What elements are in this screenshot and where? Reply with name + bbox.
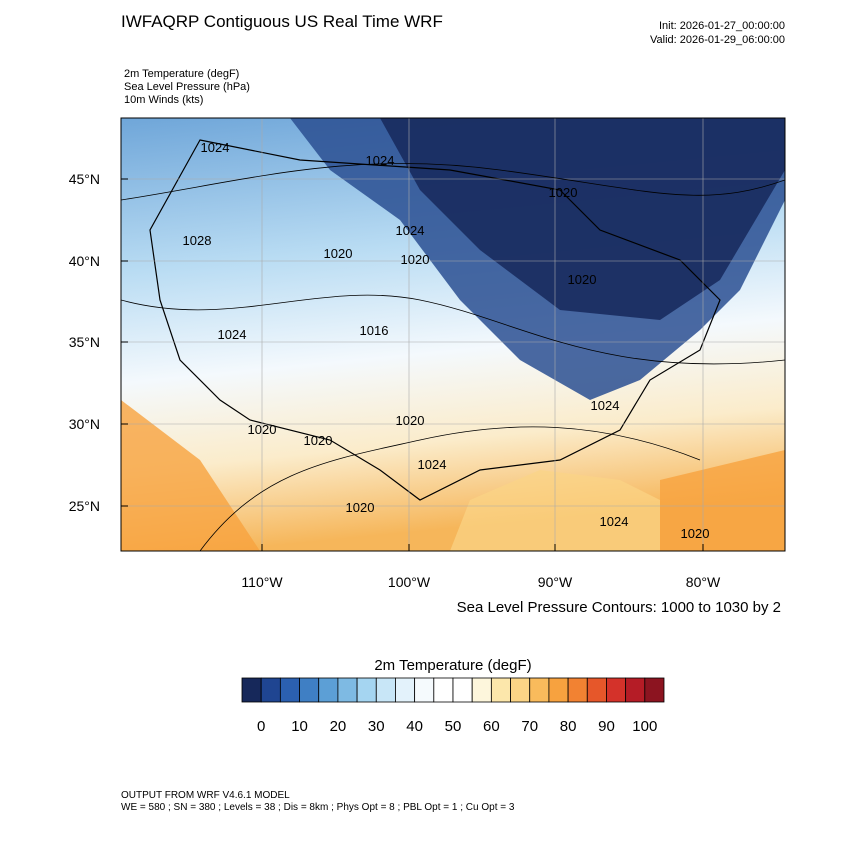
footer-line: OUTPUT FROM WRF V4.6.1 MODEL — [121, 790, 290, 801]
graticule — [121, 118, 785, 551]
map: 1024 1024 1020 1024 1028 1020 1020 1016 1024 1020… — [121, 118, 785, 551]
pressure-contours — [121, 163, 785, 551]
lat-label: 45°N — [69, 171, 100, 187]
colorbar-swatch — [548, 677, 569, 703]
field-list: 2m Temperature (degF)Sea Level Pressure … — [124, 68, 250, 106]
colorbar-swatch — [471, 677, 492, 703]
contour-label: 1020 — [681, 526, 710, 541]
title: IWFAQRP Contiguous US Real Time WRF — [121, 12, 443, 31]
lat-label: 25°N — [69, 498, 100, 514]
colorbar-swatch — [318, 677, 339, 703]
contour-label: 1020 — [401, 252, 430, 267]
contour-label: 1020 — [248, 422, 277, 437]
footer-line: WE = 580 ; SN = 380 ; Levels = 38 ; Dis … — [121, 802, 515, 813]
map-axes: 45°N 40°N 35°N 30°N 25°N 110°W 100°W 90°W 80°W — [69, 171, 721, 590]
lat-label: 35°N — [69, 334, 100, 350]
colorbar-swatch — [375, 677, 396, 703]
coastline — [149, 139, 721, 501]
colorbar-tick-label: 20 — [330, 718, 347, 735]
lon-label: 80°W — [686, 574, 721, 590]
contour-label: 1020 — [346, 500, 375, 515]
colorbar-swatch — [279, 677, 300, 703]
field-label: Sea Level Pressure (hPa) — [124, 81, 250, 93]
colorbar-tick-label: 60 — [483, 718, 500, 735]
lon-label: 100°W — [388, 574, 431, 590]
contour-label: 1016 — [360, 323, 389, 338]
init-time: Init: 2026-01-27_00:00:00 — [659, 20, 785, 32]
map-frame — [120, 117, 786, 552]
lon-label: 110°W — [241, 574, 283, 590]
colorbar-swatch — [452, 677, 473, 703]
contour-label: 1020 — [396, 413, 425, 428]
colorbar-swatch — [260, 677, 281, 703]
warm-region — [121, 400, 260, 551]
colorbar-tick-label: 40 — [406, 718, 423, 735]
colorbar-swatch — [395, 677, 416, 703]
field-label: 2m Temperature (degF) — [124, 68, 239, 80]
colorbar-tick-label: 70 — [521, 718, 538, 735]
colorbar-swatch — [510, 677, 531, 703]
colorbar-swatch — [625, 677, 646, 703]
colorbar-swatch — [241, 677, 262, 703]
colorbar-swatch — [606, 677, 627, 703]
colorbar-swatch — [337, 677, 358, 703]
lat-label: 30°N — [69, 416, 100, 432]
contour-labels: 1024 1024 1020 1024 1028 1020 1020 1016 1024 1020… — [183, 140, 710, 541]
colorbar-swatch — [414, 677, 435, 703]
contour-label: 1024 — [218, 327, 247, 342]
lat-label: 40°N — [69, 253, 100, 269]
colorbar-swatch — [299, 677, 320, 703]
contour-label: 1028 — [183, 233, 212, 248]
valid-time: Valid: 2026-01-29_06:00:00 — [650, 34, 785, 46]
contour-label: 1024 — [591, 398, 620, 413]
colorbar-swatch — [433, 677, 454, 703]
colorbar-tick-label: 90 — [598, 718, 615, 735]
lon-label: 90°W — [538, 574, 573, 590]
contour-label: 1020 — [568, 272, 597, 287]
colorbar-tick-label: 30 — [368, 718, 385, 735]
colorbar-swatch — [356, 677, 377, 703]
colorbar-swatch — [586, 677, 607, 703]
colorbar-tick-label: 80 — [560, 718, 577, 735]
contour-label: 1024 — [201, 140, 230, 155]
colorbar-title: 2m Temperature (degF) — [374, 657, 531, 674]
contour-label: 1020 — [549, 185, 578, 200]
colorbar-swatch — [529, 677, 550, 703]
contour-label: 1024 — [396, 223, 425, 238]
contour-label: 1020 — [324, 246, 353, 261]
contour-note: Sea Level Pressure Contours: 1000 to 103… — [457, 599, 781, 616]
contour-label: 1020 — [304, 433, 333, 448]
coldest-region — [380, 118, 785, 320]
colorbar-tick-label: 0 — [257, 718, 265, 735]
colorbar-swatch — [644, 677, 665, 703]
colorbar: 0 10 20 30 40 50 60 70 80 90 100 — [241, 677, 665, 735]
field-label: 10m Winds (kts) — [124, 94, 203, 106]
colorbar-tick-label: 100 — [632, 718, 657, 735]
colorbar-swatch — [567, 677, 588, 703]
warm-region — [660, 450, 785, 551]
contour-label: 1024 — [418, 457, 447, 472]
colorbar-tick-label: 50 — [445, 718, 462, 735]
contour-label: 1024 — [366, 153, 395, 168]
contour-label: 1024 — [600, 514, 629, 529]
colorbar-tick-label: 10 — [291, 718, 308, 735]
colorbar-swatch — [490, 677, 511, 703]
